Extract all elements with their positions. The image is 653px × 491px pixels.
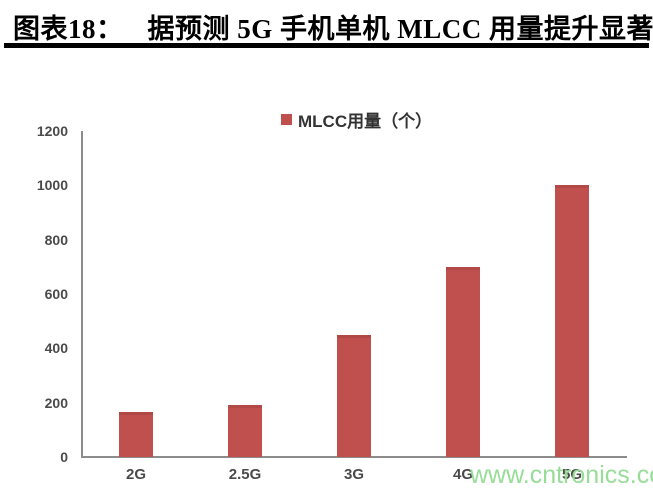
y-tick-label: 200 — [44, 394, 68, 411]
bar-4G — [446, 267, 480, 457]
bar-chart: MLCC用量（个） — [0, 56, 653, 491]
y-tick-label: 1200 — [36, 123, 68, 139]
figure-title: 据预测 5G 手机单机 MLCC 用量提升显著 — [147, 14, 653, 44]
y-tick-label: 600 — [44, 286, 68, 302]
bar-2G — [119, 412, 153, 457]
y-tick-label: 1000 — [36, 177, 68, 194]
x-axis-line — [81, 456, 627, 458]
y-tick-label: 800 — [44, 231, 68, 248]
watermark-text: www.cntronics.com — [470, 461, 653, 489]
legend-series-label: MLCC用量（个） — [298, 112, 433, 131]
legend-swatch-icon — [281, 114, 292, 125]
chart-legend: MLCC用量（个） — [281, 107, 432, 132]
x-tick-label-4G: 4G — [452, 466, 473, 483]
bar-5G — [555, 185, 589, 457]
bar-3G — [337, 335, 371, 457]
figure-caption: 图表18： 据预测 5G 手机单机 MLCC 用量提升显著 — [13, 7, 653, 46]
x-tick-label-2G: 2G — [125, 466, 146, 483]
figure-number-label: 图表18： — [13, 14, 124, 44]
bar-2.5G — [228, 405, 262, 457]
x-tick-label-2.5G: 2.5G — [228, 466, 262, 483]
y-tick-label: 400 — [44, 340, 68, 357]
y-axis-line — [81, 131, 83, 458]
caption-underline-rule — [4, 43, 649, 48]
x-tick-label-5G: 5G — [561, 466, 582, 483]
y-tick-label: 0 — [60, 449, 68, 465]
x-tick-label-3G: 3G — [343, 466, 364, 483]
